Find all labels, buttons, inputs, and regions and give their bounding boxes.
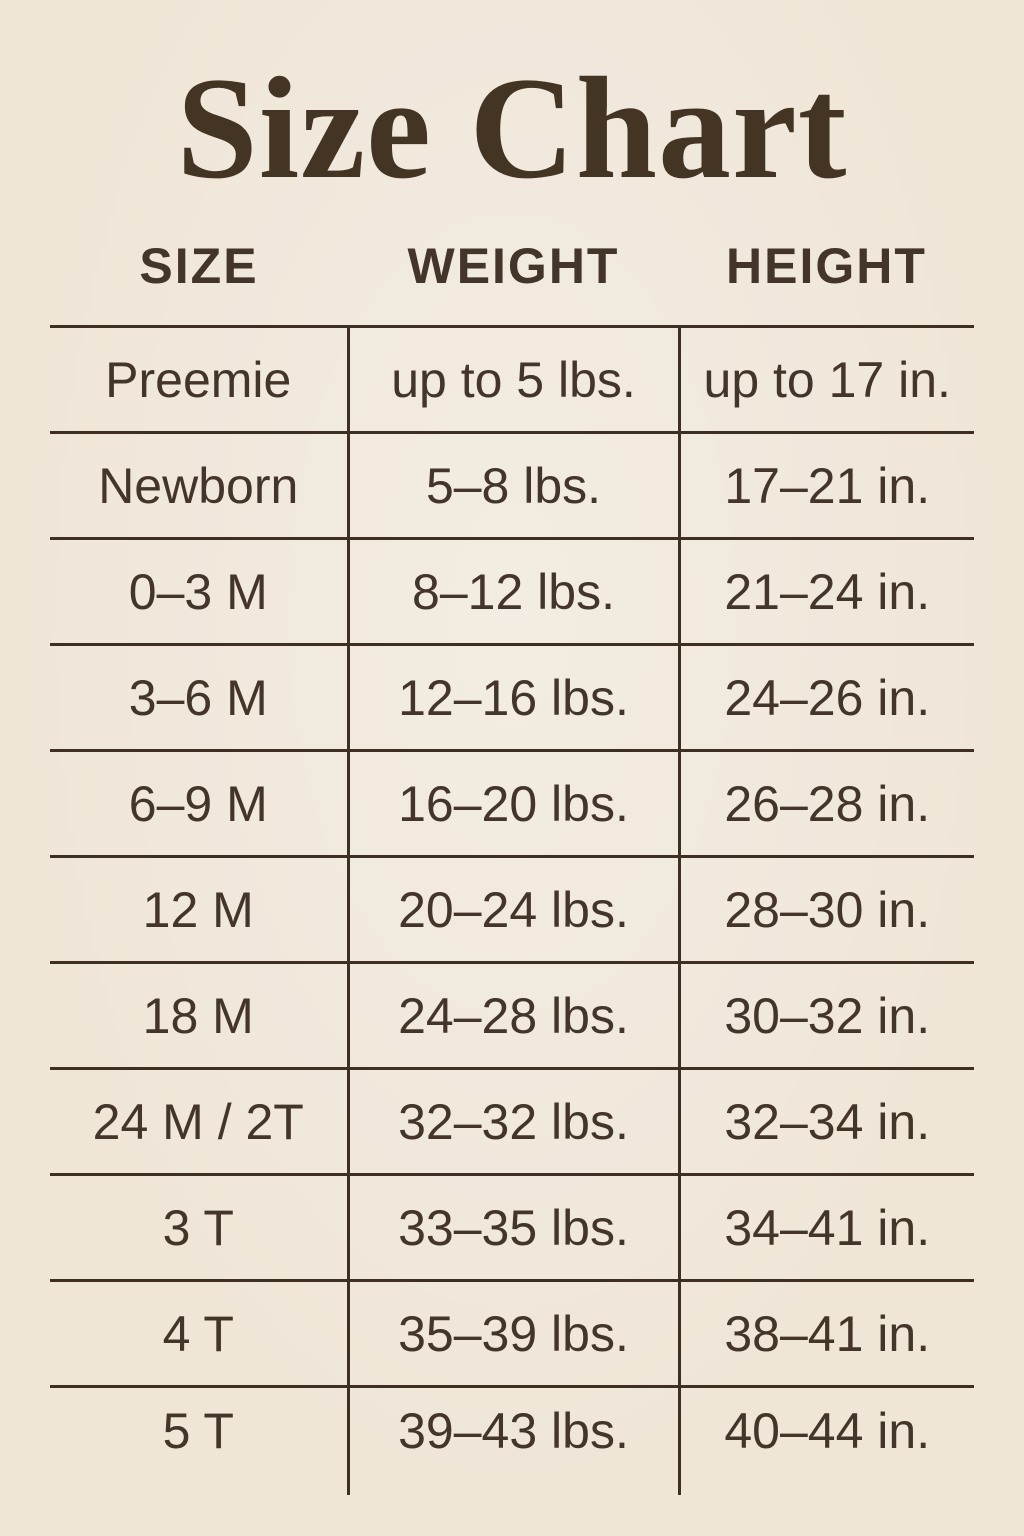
size-chart-table: SIZE WEIGHT HEIGHT Preemie up to 5 lbs. …	[50, 237, 974, 1496]
cell-size: 4 T	[50, 1279, 350, 1387]
cell-height: 17–21 in.	[677, 431, 974, 539]
cell-height: 40–44 in.	[677, 1385, 974, 1496]
table-row: 3–6 M 12–16 lbs. 24–26 in.	[50, 643, 974, 751]
cell-height: 30–32 in.	[677, 961, 974, 1069]
table-row: 18 M 24–28 lbs. 30–32 in.	[50, 961, 974, 1069]
cell-height: 38–41 in.	[677, 1279, 974, 1387]
cell-height: 26–28 in.	[677, 749, 974, 857]
cell-weight: 24–28 lbs.	[348, 961, 679, 1069]
cell-size: Newborn	[50, 431, 350, 539]
cell-weight: 5–8 lbs.	[348, 431, 679, 539]
cell-weight: 32–32 lbs.	[348, 1067, 679, 1175]
cell-size: 5 T	[50, 1385, 350, 1496]
cell-size: 3 T	[50, 1173, 350, 1281]
cell-weight: 39–43 lbs.	[348, 1385, 679, 1496]
table-row: 12 M 20–24 lbs. 28–30 in.	[50, 855, 974, 963]
cell-weight: 12–16 lbs.	[348, 643, 679, 751]
table-row: 3 T 33–35 lbs. 34–41 in.	[50, 1173, 974, 1281]
table-row: 0–3 M 8–12 lbs. 21–24 in.	[50, 537, 974, 645]
cell-height: 32–34 in.	[677, 1067, 974, 1175]
cell-size: 3–6 M	[50, 643, 350, 751]
table-row: 24 M / 2T 32–32 lbs. 32–34 in.	[50, 1067, 974, 1175]
table-row: 5 T 39–43 lbs. 40–44 in.	[50, 1385, 974, 1496]
cell-weight: 33–35 lbs.	[348, 1173, 679, 1281]
cell-weight: 20–24 lbs.	[348, 855, 679, 963]
cell-size: 12 M	[50, 855, 350, 963]
column-header-size: SIZE	[50, 237, 348, 329]
table-row: 6–9 M 16–20 lbs. 26–28 in.	[50, 749, 974, 857]
cell-size: Preemie	[50, 325, 350, 433]
cell-height: 24–26 in.	[677, 643, 974, 751]
table-row: 4 T 35–39 lbs. 38–41 in.	[50, 1279, 974, 1387]
cell-weight: 35–39 lbs.	[348, 1279, 679, 1387]
cell-height: 21–24 in.	[677, 537, 974, 645]
table-header-row: SIZE WEIGHT HEIGHT	[50, 237, 974, 329]
table-row: Preemie up to 5 lbs. up to 17 in.	[50, 325, 974, 433]
table-row: Newborn 5–8 lbs. 17–21 in.	[50, 431, 974, 539]
cell-height: up to 17 in.	[677, 325, 974, 433]
page-title: Size Chart	[176, 47, 848, 209]
cell-height: 28–30 in.	[677, 855, 974, 963]
cell-size: 18 M	[50, 961, 350, 1069]
cell-weight: 16–20 lbs.	[348, 749, 679, 857]
cell-weight: up to 5 lbs.	[348, 325, 679, 433]
cell-size: 24 M / 2T	[50, 1067, 350, 1175]
cell-weight: 8–12 lbs.	[348, 537, 679, 645]
cell-size: 0–3 M	[50, 537, 350, 645]
cell-size: 6–9 M	[50, 749, 350, 857]
cell-height: 34–41 in.	[677, 1173, 974, 1281]
column-header-weight: WEIGHT	[348, 237, 679, 329]
column-header-height: HEIGHT	[679, 237, 974, 329]
